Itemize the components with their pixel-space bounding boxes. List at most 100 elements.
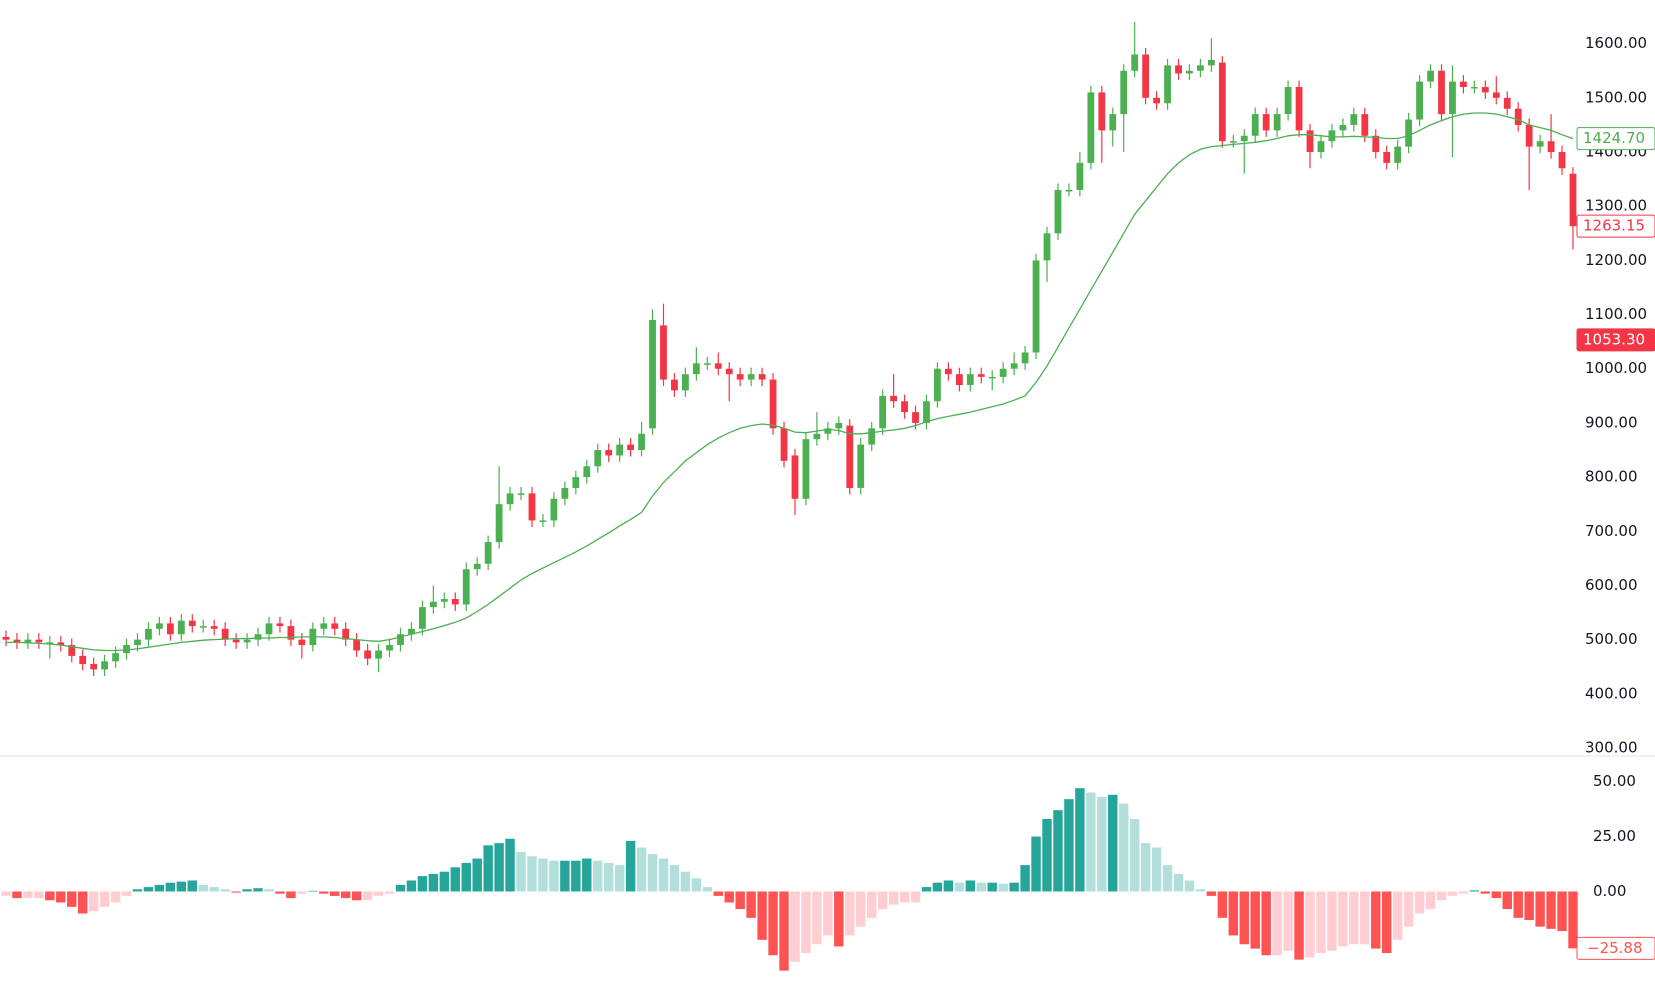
histogram-bar [264, 889, 274, 892]
candle-body [287, 626, 295, 640]
candle-body [13, 639, 21, 643]
candle-body [1525, 124, 1533, 147]
y-tick-label: 900.00 [1585, 413, 1638, 431]
histogram-bar [790, 891, 800, 962]
candle-body [145, 628, 152, 640]
histogram-bar [1436, 891, 1447, 901]
histogram-bar [1316, 891, 1326, 954]
candle-body [539, 520, 547, 522]
histogram-bar [614, 865, 625, 892]
candle-body [999, 368, 1007, 377]
histogram-bar [845, 891, 855, 936]
histogram-bar [165, 882, 176, 892]
candle-body [1460, 81, 1467, 88]
candle-body [375, 650, 382, 659]
candle-body [594, 450, 602, 467]
candle-body [90, 664, 98, 670]
histogram-bar [1327, 891, 1337, 951]
histogram-bar [658, 858, 669, 892]
candle-body [901, 401, 908, 413]
price-label-box [1576, 214, 1655, 238]
candle-body [780, 428, 788, 461]
histogram-bar [143, 887, 154, 892]
histogram-bar [1546, 891, 1556, 929]
price-label: 1263.15 [1583, 217, 1645, 235]
histogram-bar [1524, 891, 1534, 921]
histogram-bar [88, 891, 99, 912]
candle-body [1186, 70, 1193, 74]
histogram-bar [1162, 865, 1173, 892]
candle-body [1109, 114, 1117, 131]
histogram-bar [866, 891, 877, 918]
histogram-bar [834, 891, 844, 947]
histogram-bar [582, 858, 592, 892]
histogram-bar [99, 891, 110, 907]
histogram-bar [121, 891, 132, 896]
histogram-bar [12, 891, 22, 899]
histogram-bar [1020, 865, 1030, 892]
candle-body [966, 374, 974, 385]
histogram-bar [330, 891, 340, 896]
histogram-bar [1382, 891, 1392, 954]
histogram-bar [461, 862, 471, 892]
histogram-bar [943, 880, 954, 892]
histogram-bar [395, 884, 406, 892]
histogram-bar [483, 845, 493, 892]
histogram-bar [932, 882, 943, 892]
candle-body [1383, 152, 1391, 163]
candle-body [1536, 141, 1544, 147]
candle-body [1153, 97, 1160, 104]
price-label-box [1576, 328, 1655, 352]
candle-body [68, 645, 76, 656]
histogram-bar [593, 860, 603, 892]
y-tick-label: 300.00 [1585, 739, 1638, 757]
candle-body [1273, 114, 1281, 131]
histogram-bar [899, 891, 910, 903]
price-label: 1424.70 [1583, 129, 1645, 147]
histogram-bar [1195, 889, 1206, 892]
candle-body [2, 636, 10, 640]
candle-body [495, 504, 503, 543]
histogram-bar [362, 891, 373, 901]
histogram-bar [439, 871, 450, 892]
histogram-bar [702, 887, 713, 892]
histogram-bar [1403, 891, 1414, 927]
candle-body [660, 325, 667, 380]
candle-body [386, 645, 393, 651]
histogram-bar [1009, 882, 1019, 892]
histogram-bar [297, 891, 307, 894]
candle-body [46, 642, 54, 644]
candle-body [1481, 87, 1489, 93]
histogram-bar [987, 882, 997, 892]
histogram-bar [516, 851, 526, 892]
histogram-bar [56, 891, 66, 903]
candle-body [1284, 87, 1292, 115]
histogram-bar [998, 883, 1008, 892]
candle-body [506, 493, 514, 505]
histogram-bar [1129, 818, 1140, 892]
candle-body [1164, 65, 1171, 104]
histogram-bar [603, 862, 614, 892]
histogram-bar [176, 881, 187, 892]
histogram-bar [976, 882, 986, 892]
candle-body [638, 433, 645, 451]
histogram-bar [1064, 799, 1074, 892]
candle-body [1438, 70, 1445, 115]
histogram-bar [691, 878, 702, 892]
candle-body [320, 623, 328, 629]
candle-body [988, 376, 996, 379]
candle-body [517, 493, 525, 495]
histogram-bar [1086, 792, 1096, 892]
candle-body [1372, 135, 1380, 153]
candle-body [276, 623, 284, 627]
histogram-bar [1053, 810, 1063, 892]
histogram-bar [877, 891, 888, 910]
histogram-bar [428, 873, 439, 892]
candle-body [221, 628, 229, 640]
candle-body [1054, 189, 1062, 234]
histogram-bar [472, 858, 482, 892]
candle-body [1503, 97, 1511, 109]
y-tick-label: 1000.00 [1585, 359, 1647, 377]
candle-body [627, 444, 635, 451]
histogram-bar [1272, 891, 1282, 956]
